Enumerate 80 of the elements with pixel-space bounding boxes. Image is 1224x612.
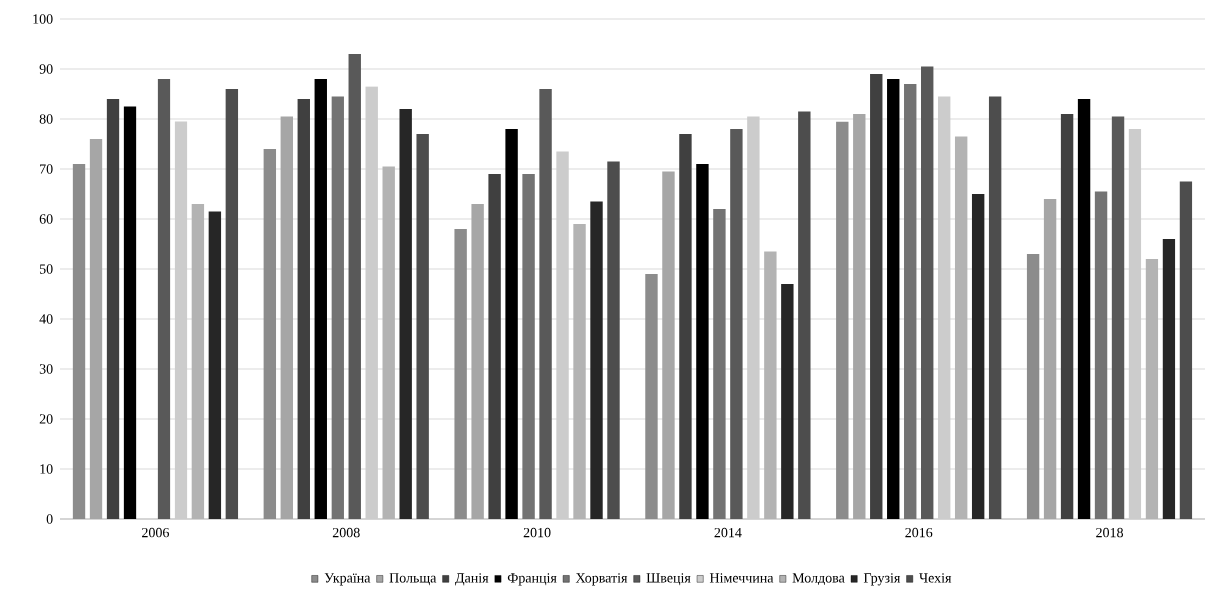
x-tick-label: 2018 — [1096, 527, 1124, 538]
bar — [488, 173, 501, 519]
bar — [263, 148, 277, 519]
bar — [331, 96, 344, 519]
legend-label: Чехія — [919, 573, 952, 583]
x-tick-label: 2014 — [714, 527, 742, 538]
bar — [297, 98, 310, 519]
bar — [1162, 238, 1176, 519]
bar — [607, 161, 620, 519]
legend-label: Україна — [324, 573, 371, 586]
bar — [1128, 128, 1142, 519]
bar — [988, 96, 1002, 519]
bar — [89, 138, 103, 519]
bar — [123, 106, 137, 519]
bar — [679, 133, 692, 519]
y-tick-label: 0 — [46, 514, 53, 524]
y-tick-label: 60 — [39, 214, 53, 224]
bar — [747, 116, 760, 519]
bar — [798, 111, 811, 519]
bar — [1111, 116, 1125, 519]
bar — [208, 211, 222, 519]
bar — [836, 121, 849, 519]
bar — [870, 73, 883, 519]
bar — [1060, 113, 1074, 519]
bar — [938, 96, 951, 519]
bar — [454, 228, 467, 519]
bar — [1043, 198, 1057, 519]
bar — [853, 113, 866, 519]
legend-label: Данія — [455, 573, 489, 586]
bar — [662, 171, 675, 519]
x-tick-label: 2008 — [332, 527, 360, 538]
bar — [921, 66, 934, 519]
y-tick-label: 40 — [39, 314, 53, 324]
bar — [522, 173, 535, 519]
bar — [365, 86, 378, 519]
legend-label: Франція — [507, 573, 557, 586]
bar — [1026, 253, 1040, 519]
bar — [399, 108, 412, 519]
legend-label: Грузія — [863, 573, 901, 586]
bar — [72, 163, 86, 519]
y-tick-label: 90 — [39, 64, 53, 74]
bar — [505, 128, 518, 519]
bar — [904, 83, 917, 519]
bar — [539, 88, 552, 519]
bar — [645, 273, 658, 519]
y-tick-label: 80 — [39, 114, 53, 124]
bar — [106, 98, 120, 519]
bar — [887, 78, 900, 519]
legend-label: Німеччина — [709, 573, 774, 583]
bar — [416, 133, 429, 519]
legend-label: Польща — [389, 573, 437, 586]
y-tick-label: 20 — [39, 414, 53, 424]
bar — [471, 203, 484, 519]
bar — [280, 116, 294, 519]
legend-label: Швеція — [646, 573, 691, 586]
legend-label: Молдова — [792, 573, 845, 586]
legend-label: Хорватія — [575, 573, 628, 586]
x-tick-label: 2006 — [142, 527, 170, 538]
y-tick-label: 50 — [39, 264, 53, 274]
bar — [696, 163, 709, 519]
x-tick-label: 2016 — [905, 527, 933, 538]
bar — [781, 283, 794, 519]
y-tick-label: 10 — [40, 464, 53, 474]
bar — [1179, 181, 1193, 519]
bar — [1094, 191, 1108, 519]
bar — [314, 78, 327, 519]
bar — [556, 151, 569, 519]
bar — [157, 78, 171, 519]
bar — [713, 208, 726, 519]
y-tick-label: 70 — [40, 164, 53, 174]
bar — [1077, 98, 1091, 519]
bar — [971, 193, 985, 519]
x-tick-label: 2010 — [523, 527, 551, 538]
bar — [590, 201, 603, 519]
bar — [174, 121, 188, 519]
bar — [348, 53, 361, 519]
bar — [225, 88, 239, 519]
y-tick-label: 100 — [33, 14, 53, 24]
y-tick-label: 30 — [39, 364, 53, 374]
bar — [730, 128, 743, 519]
